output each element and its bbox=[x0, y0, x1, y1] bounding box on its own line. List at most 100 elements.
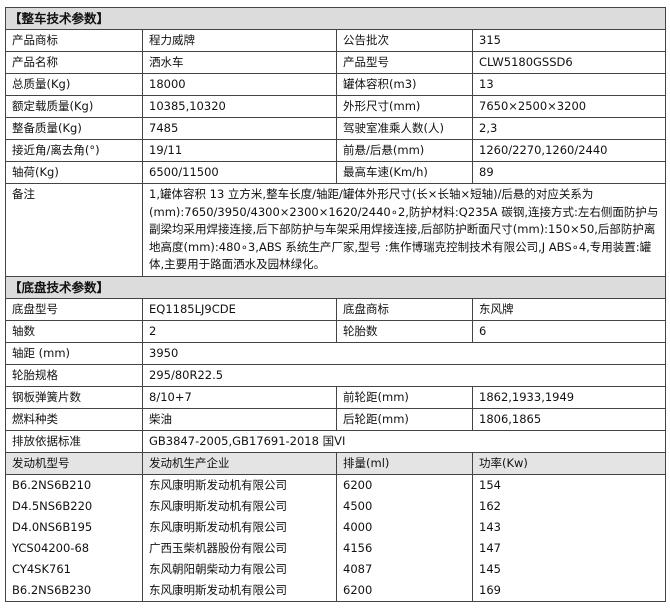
field-value: 19/11 bbox=[142, 139, 337, 162]
displacement: 4000 bbox=[336, 516, 473, 538]
engine-row: B6.2NS6B210 东风康明斯发动机有限公司 6200 154 bbox=[5, 474, 667, 496]
engine-model: YCS04200-68 bbox=[5, 537, 143, 559]
field-value: 1806,1865 bbox=[471, 407, 667, 431]
column-header: 排量(ml) bbox=[336, 451, 473, 475]
engine-row: CY4SK761 东风朝阳朝柴动力有限公司 4087 145 bbox=[5, 558, 667, 580]
field-value: 2,3 bbox=[471, 117, 667, 140]
engine-model: D4.5NS6B220 bbox=[5, 495, 143, 517]
field-value: 10385,10320 bbox=[142, 95, 337, 118]
engine-row: B6.2NS6B230 东风康明斯发动机有限公司 6200 169 bbox=[5, 579, 667, 602]
column-header: 发动机型号 bbox=[5, 451, 143, 475]
field-value: 2 bbox=[142, 319, 337, 343]
field-value: EQ1185LJ9CDE bbox=[142, 297, 337, 321]
engine-model: CY4SK761 bbox=[5, 558, 143, 580]
field-value: 柴油 bbox=[142, 407, 337, 431]
field-label: 前轮距(mm) bbox=[336, 385, 473, 409]
column-header: 功率(Kw) bbox=[471, 451, 667, 475]
engine-manufacturer: 广西玉柴机器股份有限公司 bbox=[142, 537, 337, 559]
power: 145 bbox=[471, 558, 667, 580]
field-label: 罐体容积(m3) bbox=[336, 73, 473, 96]
table-row: 产品商标 程力威牌 公告批次 315 bbox=[5, 29, 667, 52]
table-row: 燃料种类 柴油 后轮距(mm) 1806,1865 bbox=[5, 407, 667, 431]
field-label: 产品名称 bbox=[5, 51, 143, 74]
field-label: 轴数 bbox=[5, 319, 143, 343]
table-row: 额定载质量(Kg) 10385,10320 外形尺寸(mm) 7650×2500×32… bbox=[5, 95, 667, 118]
table-row: 产品名称 洒水车 产品型号 CLW5180GSSD6 bbox=[5, 51, 667, 74]
table-row: 总质量(Kg) 18000 罐体容积(m3) 13 bbox=[5, 73, 667, 96]
engine-row: D4.5NS6B220 东风康明斯发动机有限公司 4500 162 bbox=[5, 495, 667, 517]
field-label: 底盘商标 bbox=[336, 297, 473, 321]
remark-row: 备注 1,罐体容积 13 立方米,整车长度/轴距/罐体外形尺寸(长×长轴×短轴)/… bbox=[5, 183, 667, 277]
spec-table: 【整车技术参数】 产品商标 程力威牌 公告批次 315 产品名称 洒水车 产品型号 CLW518… bbox=[4, 7, 667, 602]
table-row: 轮胎规格 295/80R22.5 bbox=[5, 363, 667, 387]
field-value: 1260/2270,1260/2440 bbox=[471, 139, 667, 162]
field-label: 轴距 (mm) bbox=[5, 341, 143, 365]
engine-model: B6.2NS6B210 bbox=[5, 474, 143, 496]
engine-row: D4.0NS6B195 东风康明斯发动机有限公司 4000 143 bbox=[5, 516, 667, 538]
field-value: 6500/11500 bbox=[142, 161, 337, 184]
field-value: CLW5180GSSD6 bbox=[471, 51, 667, 74]
engine-manufacturer: 东风康明斯发动机有限公司 bbox=[142, 495, 337, 517]
table-row: 整备质量(Kg) 7485 驾驶室准乘人数(人) 2,3 bbox=[5, 117, 667, 140]
displacement: 6200 bbox=[336, 474, 473, 496]
field-label: 公告批次 bbox=[336, 29, 473, 52]
field-value: 315 bbox=[471, 29, 667, 52]
field-label: 后轮距(mm) bbox=[336, 407, 473, 431]
field-label: 接近角/离去角(°) bbox=[5, 139, 143, 162]
engine-model: D4.0NS6B195 bbox=[5, 516, 143, 538]
engine-manufacturer: 东风朝阳朝柴动力有限公司 bbox=[142, 558, 337, 580]
field-label: 轴荷(Kg) bbox=[5, 161, 143, 184]
field-value: 89 bbox=[471, 161, 667, 184]
field-value: GB3847-2005,GB17691-2018 国VI bbox=[141, 429, 667, 453]
power: 169 bbox=[471, 579, 667, 602]
field-label: 排放依据标准 bbox=[5, 429, 143, 453]
engine-header-row: 发动机型号 发动机生产企业 排量(ml) 功率(Kw) bbox=[5, 451, 667, 475]
field-label: 产品型号 bbox=[336, 51, 473, 74]
field-label: 额定载质量(Kg) bbox=[5, 95, 143, 118]
field-value: 13 bbox=[471, 73, 667, 96]
field-label: 燃料种类 bbox=[5, 407, 143, 431]
displacement: 4087 bbox=[336, 558, 473, 580]
field-value: 3950 bbox=[141, 341, 667, 365]
table-row: 轴数 2 轮胎数 6 bbox=[5, 319, 667, 343]
field-label: 钢板弹簧片数 bbox=[5, 385, 143, 409]
field-label: 驾驶室准乘人数(人) bbox=[336, 117, 473, 140]
column-header: 发动机生产企业 bbox=[142, 451, 337, 475]
field-value: 18000 bbox=[142, 73, 337, 96]
engine-manufacturer: 东风康明斯发动机有限公司 bbox=[142, 474, 337, 496]
field-value: 程力威牌 bbox=[142, 29, 337, 52]
displacement: 6200 bbox=[336, 579, 473, 602]
field-label: 备注 bbox=[5, 183, 143, 277]
field-value: 7650×2500×3200 bbox=[471, 95, 667, 118]
power: 147 bbox=[471, 537, 667, 559]
table-row: 钢板弹簧片数 8/10+7 前轮距(mm) 1862,1933,1949 bbox=[5, 385, 667, 409]
engine-model: B6.2NS6B230 bbox=[5, 579, 143, 602]
field-value: 东风牌 bbox=[471, 297, 667, 321]
section-header: 【底盘技术参数】 bbox=[4, 275, 667, 299]
table-row: 底盘型号 EQ1185LJ9CDE 底盘商标 东风牌 bbox=[5, 297, 667, 321]
field-value: 8/10+7 bbox=[142, 385, 337, 409]
field-label: 总质量(Kg) bbox=[5, 73, 143, 96]
power: 154 bbox=[471, 474, 667, 496]
field-label: 外形尺寸(mm) bbox=[336, 95, 473, 118]
field-label: 底盘型号 bbox=[5, 297, 143, 321]
field-label: 最高车速(Km/h) bbox=[336, 161, 473, 184]
engine-manufacturer: 东风康明斯发动机有限公司 bbox=[142, 579, 337, 602]
remark-text: 1,罐体容积 13 立方米,整车长度/轴距/罐体外形尺寸(长×长轴×短轴)/后悬… bbox=[141, 183, 667, 277]
table-row: 轴荷(Kg) 6500/11500 最高车速(Km/h) 89 bbox=[5, 161, 667, 184]
field-value: 洒水车 bbox=[142, 51, 337, 74]
engine-manufacturer: 东风康明斯发动机有限公司 bbox=[142, 516, 337, 538]
field-label: 整备质量(Kg) bbox=[5, 117, 143, 140]
displacement: 4156 bbox=[336, 537, 473, 559]
field-value: 7485 bbox=[142, 117, 337, 140]
field-label: 产品商标 bbox=[5, 29, 143, 52]
table-row: 轴距 (mm) 3950 bbox=[5, 341, 667, 365]
power: 143 bbox=[471, 516, 667, 538]
field-value: 6 bbox=[471, 319, 667, 343]
power: 162 bbox=[471, 495, 667, 517]
field-value: 1862,1933,1949 bbox=[471, 385, 667, 409]
table-row: 接近角/离去角(°) 19/11 前悬/后悬(mm) 1260/2270,1260/2… bbox=[5, 139, 667, 162]
section-title: 【底盘技术参数】 bbox=[4, 275, 667, 299]
field-label: 轮胎数 bbox=[336, 319, 473, 343]
table-row: 排放依据标准 GB3847-2005,GB17691-2018 国VI bbox=[5, 429, 667, 453]
